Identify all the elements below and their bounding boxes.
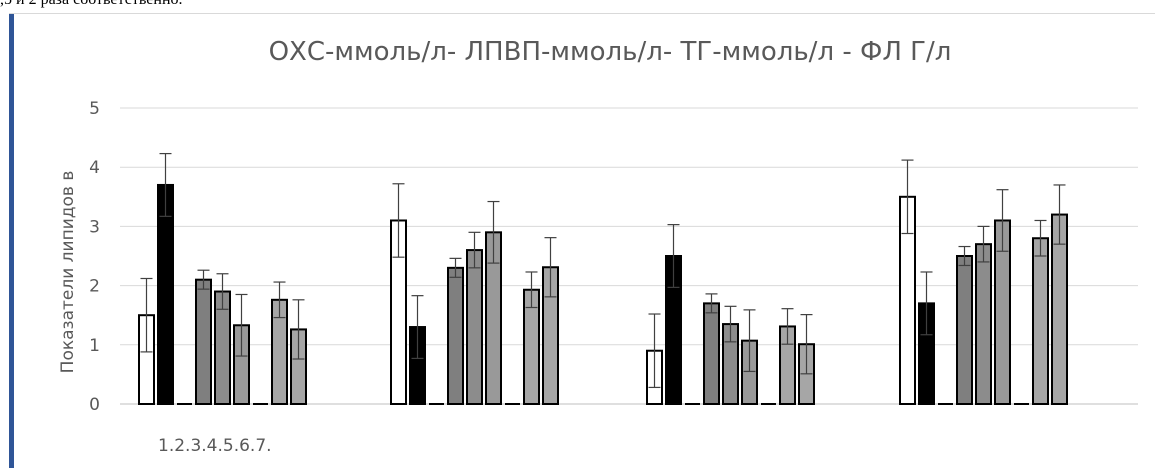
chart-frame-top bbox=[9, 13, 1155, 14]
bar bbox=[466, 249, 483, 405]
y-tick-label: 4 bbox=[89, 158, 100, 178]
left-border-bar bbox=[9, 14, 14, 468]
document-text-fragment: ,5 и 2 раза соответственно. bbox=[0, 0, 1155, 9]
bar bbox=[975, 243, 992, 405]
bar bbox=[157, 183, 174, 405]
bar bbox=[956, 255, 973, 405]
y-tick-label: 1 bbox=[89, 336, 100, 356]
bar bbox=[195, 278, 212, 405]
x-axis-tick-label: 1.2.3.4.5.6.7. bbox=[158, 436, 272, 456]
y-tick-label: 3 bbox=[89, 217, 100, 237]
y-tick-label: 2 bbox=[89, 277, 100, 297]
bar bbox=[1032, 237, 1049, 405]
y-tick-label: 0 bbox=[89, 395, 100, 415]
y-tick-label: 5 bbox=[89, 99, 100, 119]
y-axis-label: Показатели липидов в bbox=[58, 170, 78, 374]
bar bbox=[703, 302, 720, 405]
chart-title: ОХС-ммоль/л- ЛПВП-ммоль/л- ТГ-ммоль/л - … bbox=[268, 37, 952, 67]
bar bbox=[447, 266, 464, 405]
